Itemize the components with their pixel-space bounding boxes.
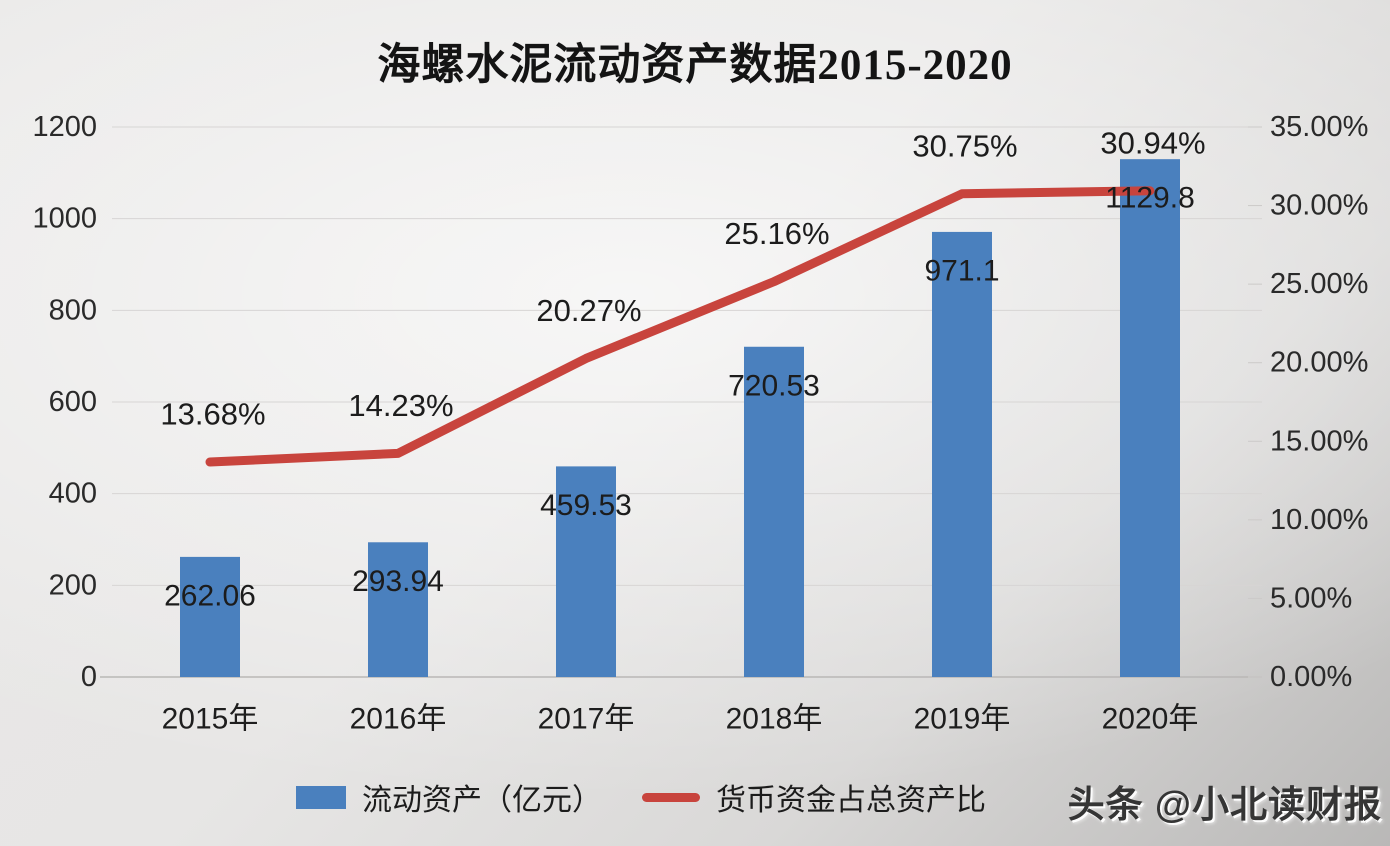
watermark-text: 头条 @小北读财报	[1067, 784, 1382, 825]
bar-2019年	[932, 231, 992, 677]
data-labels: 262.06 293.94 459.53 720.53 971.1 1129.8 13.68…	[160, 125, 1205, 612]
legend-label-current-assets: 流动资产（亿元）	[362, 784, 602, 817]
legend-line-swatch-icon	[642, 792, 700, 802]
line-value-label: 25.16%	[724, 216, 829, 251]
right-axis-tick-label: 15.00%	[1270, 425, 1368, 457]
bar-value-label: 262.06	[164, 579, 256, 612]
right-axis-tick-label: 25.00%	[1270, 268, 1368, 300]
right-axis-tick-label: 5.00%	[1270, 582, 1352, 614]
legend-bar-swatch-icon	[296, 785, 346, 809]
bars-series	[180, 159, 1180, 678]
chart-legend: 流动资产（亿元） 货币资金占总资产比	[296, 775, 986, 819]
x-axis-label-2016年: 2016年	[350, 703, 447, 736]
line-value-label: 20.27%	[536, 293, 641, 328]
right-axis-tick-label: 30.00%	[1270, 190, 1368, 222]
x-axis-label-2020年: 2020年	[1102, 703, 1199, 736]
left-axis-tick-label: 400	[49, 478, 97, 510]
line-value-label: 30.94%	[1100, 125, 1205, 160]
gridlines	[100, 126, 1262, 678]
right-axis-tick-label: 10.00%	[1270, 504, 1368, 536]
line-value-label: 30.75%	[912, 128, 1017, 163]
legend-item-current-assets: 流动资产（亿元）	[296, 775, 602, 819]
right-axis-tick-label: 35.00%	[1270, 111, 1368, 143]
bar-2016年	[368, 542, 428, 677]
x-axis-label-2017年: 2017年	[538, 703, 635, 736]
right-axis-tick-label: 20.00%	[1270, 347, 1368, 379]
bar-value-label: 720.53	[728, 369, 820, 402]
left-axis-tick-label: 800	[49, 294, 97, 326]
bar-2015年	[180, 556, 240, 677]
line-value-label: 14.23%	[348, 388, 453, 423]
cash-ratio-line	[205, 186, 1155, 467]
left-axis-tick-label: 600	[49, 386, 97, 418]
x-axis-label-2015年: 2015年	[162, 703, 259, 736]
chart-title: 海螺水泥流动资产数据2015-2020	[377, 42, 1013, 89]
left-axis-tick-label: 1000	[32, 203, 97, 235]
left-axis-tick-label: 200	[49, 569, 97, 601]
x-axis-label-2019年: 2019年	[914, 703, 1011, 736]
bar-2017年	[556, 466, 616, 677]
bar-value-label: 459.53	[540, 489, 632, 522]
line-series	[205, 186, 1155, 467]
bar-value-label: 293.94	[352, 565, 444, 598]
bar-2020年	[1120, 159, 1180, 678]
legend-item-cash-ratio: 货币资金占总资产比	[642, 775, 986, 819]
bar-2018年	[744, 346, 804, 677]
x-axis-label-2018年: 2018年	[726, 703, 823, 736]
legend-label-cash-ratio: 货币资金占总资产比	[716, 784, 986, 817]
bar-value-label: 971.1	[924, 254, 999, 287]
right-axis-tick-label: 0.00%	[1270, 661, 1352, 693]
axis-labels: 0 200 400 600 800 1000 1200 0.00% 5.00% 10.00% 15.…	[32, 111, 1368, 736]
left-axis-tick-label: 0	[81, 661, 97, 693]
left-axis-tick-label: 1200	[32, 111, 97, 143]
bar-value-label: 1129.8	[1105, 182, 1195, 215]
line-value-label: 13.68%	[160, 397, 265, 432]
